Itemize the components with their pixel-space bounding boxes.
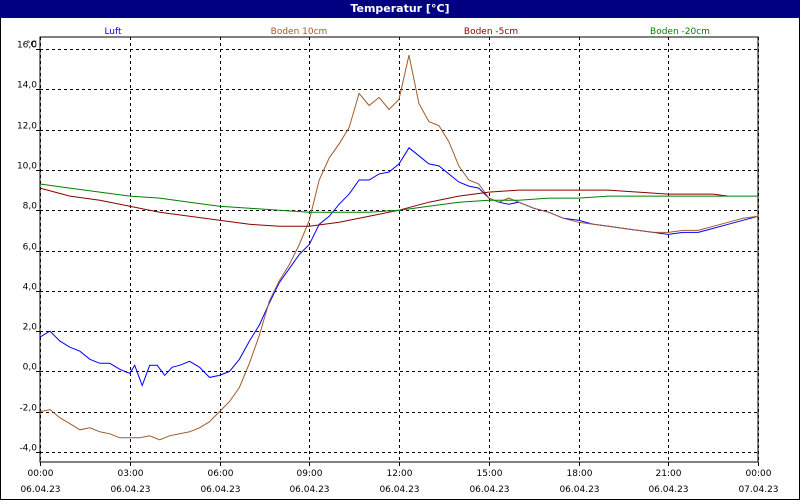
x-tick-time: 09:00	[297, 469, 323, 479]
y-tick-label: 6,0	[23, 243, 38, 253]
x-tick-time: 21:00	[656, 469, 682, 479]
x-tick-date: 06.04.23	[20, 485, 60, 495]
legend-entry: Boden 10cm	[271, 27, 328, 37]
x-tick-time: 06:00	[208, 469, 234, 479]
x-tick-time: 00:00	[746, 469, 772, 479]
y-tick-label: 16,0	[17, 41, 37, 51]
x-tick-time: 00:00	[28, 469, 54, 479]
chart-title: Temperatur [°C]	[0, 0, 800, 18]
y-tick-label: -2,0	[19, 404, 37, 414]
x-tick-date: 06.04.23	[379, 485, 419, 495]
y-tick-label: 12,0	[17, 122, 37, 132]
y-tick-label: 14,0	[17, 81, 37, 91]
x-tick-time: 12:00	[387, 469, 413, 479]
series-line-boden-10cm	[39, 54, 759, 441]
y-tick-label: 10,0	[17, 162, 37, 172]
x-tick-date: 06.04.23	[200, 485, 240, 495]
legend-entry: Boden -20cm	[650, 27, 710, 37]
y-tick-label: 4,0	[23, 283, 38, 293]
x-tick-date: 07.04.23	[738, 485, 778, 495]
legend-entry: Luft	[104, 27, 122, 37]
x-tick-time: 15:00	[477, 469, 503, 479]
x-tick-date: 06.04.23	[110, 485, 150, 495]
y-axis-label: °C	[26, 40, 37, 50]
legend-entry: Boden -5cm	[464, 27, 518, 37]
x-tick-time: 18:00	[567, 469, 593, 479]
x-tick-time: 03:00	[118, 469, 144, 479]
x-tick-date: 06.04.23	[559, 485, 599, 495]
y-tick-label: 8,0	[23, 202, 38, 212]
y-tick-label: 0,0	[23, 363, 38, 373]
y-tick-label: -4,0	[19, 444, 37, 454]
x-tick-date: 06.04.23	[648, 485, 688, 495]
series-line-boden-20cm	[39, 183, 758, 213]
x-tick-date: 06.04.23	[469, 485, 509, 495]
y-tick-label: 2,0	[23, 323, 38, 333]
x-tick-date: 06.04.23	[289, 485, 329, 495]
series-line-boden-5cm	[39, 187, 729, 227]
